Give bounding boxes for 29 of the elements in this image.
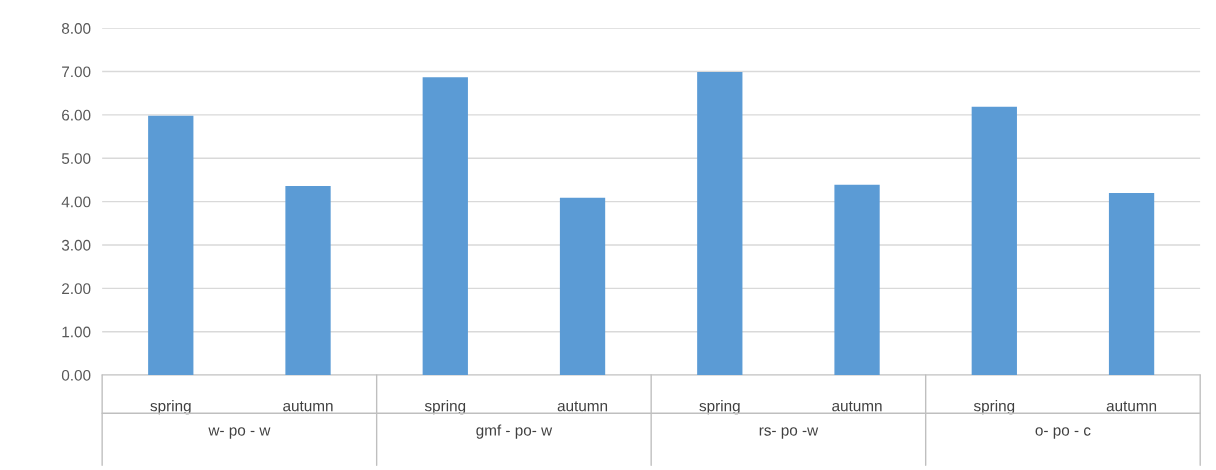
- x-tick-label: spring: [699, 400, 740, 415]
- y-tick-label: 2.00: [62, 283, 91, 295]
- bar: [422, 77, 468, 376]
- x-tick-label: autumn: [832, 401, 882, 412]
- text: rs- po -w: [759, 427, 819, 439]
- text: gmf - po- w: [476, 424, 553, 439]
- y-tick-label: 4.00: [61, 196, 91, 208]
- x-tick-label: autumn: [557, 401, 608, 412]
- y-tick-label: 7.00: [62, 66, 91, 78]
- bar: [697, 71, 743, 376]
- x-tick-label: spring: [150, 400, 191, 415]
- y-tick-label: 0.00: [61, 369, 91, 381]
- bar: [148, 115, 194, 376]
- bar: [559, 197, 606, 376]
- y-tick-label: 8.00: [61, 23, 91, 34]
- bar: [285, 186, 331, 376]
- y-tick-label: 6.00: [62, 109, 91, 121]
- x-tick-label: autumn: [1106, 401, 1157, 412]
- x-tick-label: spring: [973, 400, 1015, 415]
- x-tick-label: autumn: [283, 401, 333, 412]
- bar: [1108, 192, 1155, 376]
- bar: [834, 184, 880, 376]
- text: o- po - c: [1035, 427, 1091, 439]
- bar: [971, 106, 1017, 376]
- x-tick-label: spring: [424, 400, 466, 415]
- y-tick-label: 1.00: [62, 326, 91, 338]
- text: w- po - w: [208, 427, 271, 439]
- y-tick-label: 3.00: [61, 239, 91, 251]
- y-tick-label: 5.00: [61, 153, 91, 164]
